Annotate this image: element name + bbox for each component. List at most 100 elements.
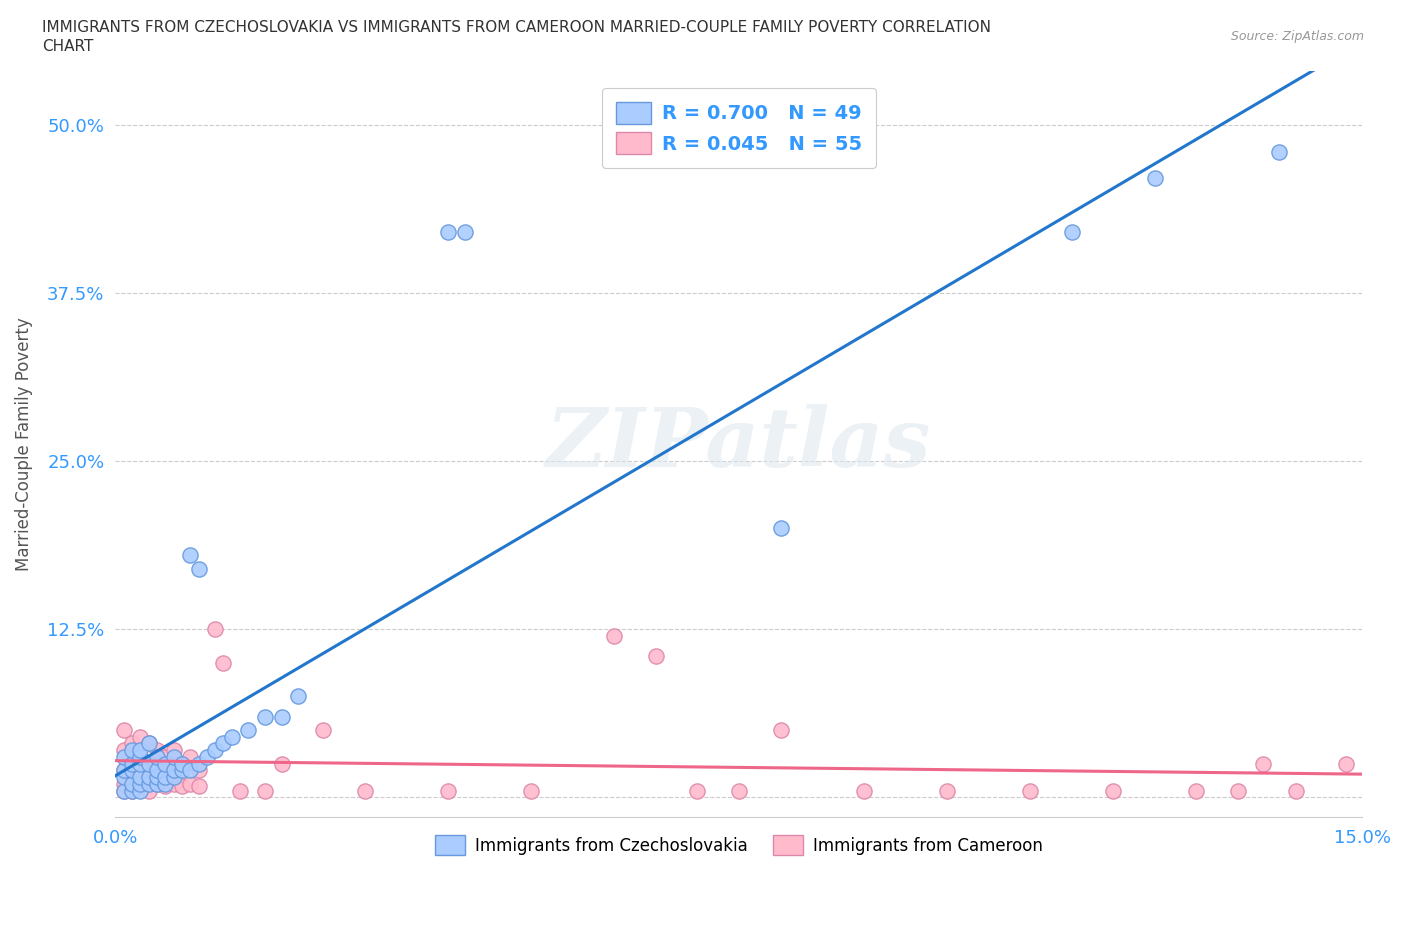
Point	[204, 621, 226, 636]
Point	[769, 521, 792, 536]
Point	[287, 689, 309, 704]
Point	[138, 736, 160, 751]
Point	[155, 750, 177, 764]
Point	[935, 783, 957, 798]
Point	[112, 763, 135, 777]
Point	[253, 709, 276, 724]
Point	[155, 777, 177, 791]
Point	[129, 765, 152, 780]
Point	[155, 770, 177, 785]
Point	[1268, 144, 1291, 159]
Point	[162, 770, 184, 785]
Point	[852, 783, 875, 798]
Point	[1226, 783, 1249, 798]
Point	[229, 783, 252, 798]
Point	[129, 783, 152, 798]
Point	[121, 770, 143, 785]
Point	[179, 750, 201, 764]
Point	[212, 656, 235, 671]
Point	[162, 750, 184, 764]
Point	[129, 743, 152, 758]
Point	[1019, 783, 1042, 798]
Point	[221, 729, 243, 744]
Legend: Immigrants from Czechoslovakia, Immigrants from Cameroon: Immigrants from Czechoslovakia, Immigran…	[429, 829, 1049, 861]
Point	[644, 648, 666, 663]
Point	[146, 743, 169, 758]
Point	[138, 756, 160, 771]
Point	[162, 743, 184, 758]
Point	[112, 723, 135, 737]
Point	[146, 763, 169, 777]
Point	[112, 777, 135, 791]
Point	[162, 763, 184, 777]
Point	[112, 770, 135, 785]
Point	[112, 750, 135, 764]
Point	[162, 763, 184, 777]
Point	[270, 709, 292, 724]
Point	[1102, 783, 1125, 798]
Text: IMMIGRANTS FROM CZECHOSLOVAKIA VS IMMIGRANTS FROM CAMEROON MARRIED-COUPLE FAMILY: IMMIGRANTS FROM CZECHOSLOVAKIA VS IMMIGR…	[42, 20, 991, 35]
Y-axis label: Married-Couple Family Poverty: Married-Couple Family Poverty	[15, 317, 32, 571]
Point	[437, 225, 460, 240]
Point	[138, 736, 160, 751]
Point	[187, 779, 209, 794]
Point	[1251, 756, 1274, 771]
Point	[603, 629, 626, 644]
Point	[728, 783, 751, 798]
Point	[121, 743, 143, 758]
Point	[121, 756, 143, 771]
Point	[195, 750, 218, 764]
Point	[212, 736, 235, 751]
Point	[129, 770, 152, 785]
Point	[187, 561, 209, 576]
Point	[187, 763, 209, 777]
Point	[238, 723, 260, 737]
Text: ZIPatlas: ZIPatlas	[546, 405, 932, 485]
Point	[146, 777, 169, 791]
Point	[129, 729, 152, 744]
Point	[1285, 783, 1308, 798]
Point	[138, 777, 160, 791]
Point	[1060, 225, 1083, 240]
Point	[146, 750, 169, 764]
Point	[112, 783, 135, 798]
Point	[437, 783, 460, 798]
Point	[253, 783, 276, 798]
Point	[204, 743, 226, 758]
Point	[138, 770, 160, 785]
Point	[179, 777, 201, 791]
Point	[179, 763, 201, 777]
Point	[121, 736, 143, 751]
Point	[270, 756, 292, 771]
Point	[170, 756, 193, 771]
Text: Source: ZipAtlas.com: Source: ZipAtlas.com	[1230, 30, 1364, 43]
Point	[170, 763, 193, 777]
Point	[453, 225, 475, 240]
Point	[112, 783, 135, 798]
Point	[170, 779, 193, 794]
Point	[686, 783, 709, 798]
Point	[121, 777, 143, 791]
Point	[353, 783, 375, 798]
Point	[129, 750, 152, 764]
Point	[1143, 171, 1166, 186]
Point	[155, 779, 177, 794]
Point	[129, 779, 152, 794]
Point	[112, 763, 135, 777]
Point	[1334, 756, 1357, 771]
Point	[520, 783, 543, 798]
Point	[170, 756, 193, 771]
Point	[1185, 783, 1208, 798]
Point	[129, 750, 152, 764]
Point	[121, 756, 143, 771]
Point	[138, 756, 160, 771]
Point	[146, 763, 169, 777]
Point	[129, 777, 152, 791]
Point	[121, 783, 143, 798]
Point	[138, 783, 160, 798]
Point	[146, 777, 169, 791]
Point	[138, 770, 160, 785]
Point	[129, 756, 152, 771]
Point	[312, 723, 335, 737]
Point	[179, 548, 201, 563]
